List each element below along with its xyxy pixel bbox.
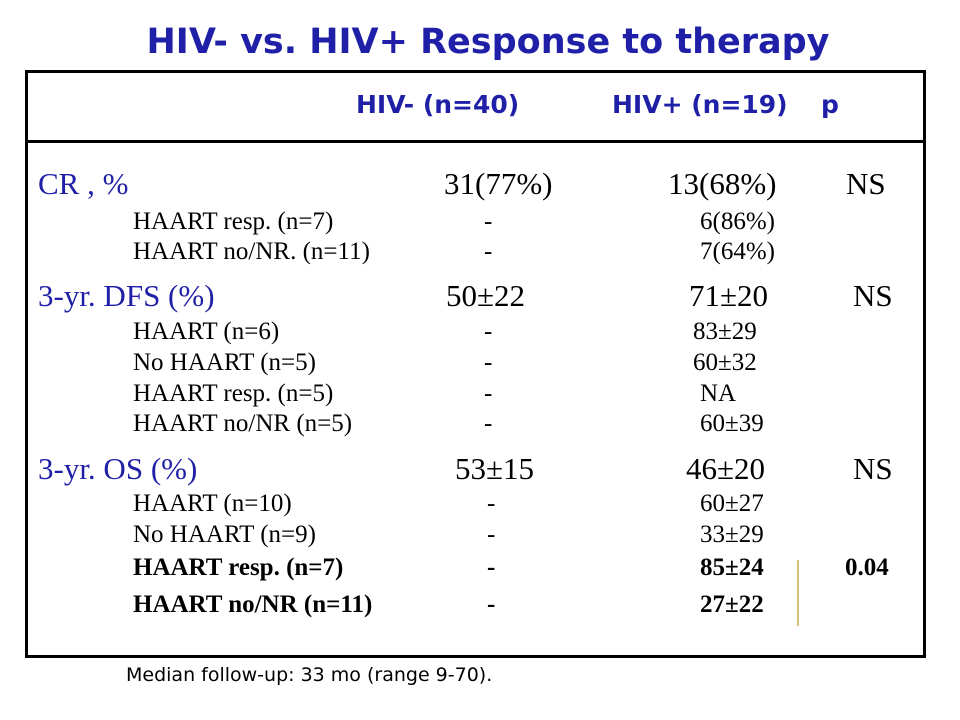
hiv-positive-value: 33±29 — [700, 521, 764, 548]
row-label: HAART (n=10) — [133, 490, 292, 517]
p-value: NS — [853, 278, 893, 313]
header-p-value: p — [821, 90, 839, 119]
hiv-negative-value: 31(77%) — [444, 166, 553, 201]
row-label: HAART no/NR (n=5) — [133, 410, 353, 437]
hiv-negative-value: - — [484, 238, 493, 265]
table-row-dfs: 3-yr. DFS (%) 50±22 71±20 NS — [0, 278, 960, 318]
row-label: HAART resp. (n=7) — [133, 554, 344, 581]
header-divider — [25, 140, 926, 143]
table-row: HAART no/NR. (n=11) - 7(64%) — [0, 238, 960, 268]
page-title: HIV- vs. HIV+ Response to therapy — [146, 22, 830, 62]
row-label: CR , % — [38, 166, 129, 201]
hiv-negative-value: - — [487, 521, 496, 548]
hiv-negative-value: - — [484, 380, 493, 407]
row-label: HAART no/NR (n=11) — [133, 591, 373, 618]
table-row-os: 3-yr. OS (%) 53±15 46±20 NS — [0, 451, 960, 491]
p-value: NS — [853, 451, 893, 486]
hiv-negative-value: - — [484, 410, 493, 437]
footnote: Median follow-up: 33 mo (range 9-70). — [126, 664, 493, 686]
table-row: HAART no/NR (n=5) - 60±39 — [0, 410, 960, 440]
table-row: No HAART (n=9) - 33±29 — [0, 521, 960, 551]
hiv-positive-value: 85±24 — [700, 554, 764, 581]
table-row-highlighted: HAART resp. (n=7) - 85±24 0.04 — [0, 554, 960, 584]
hiv-positive-value: 13(68%) — [668, 166, 777, 201]
table-row: HAART resp. (n=7) - 6(86%) — [0, 208, 960, 238]
row-label: No HAART (n=9) — [133, 521, 316, 548]
hiv-negative-value: 50±22 — [446, 278, 526, 313]
row-label: HAART no/NR. (n=11) — [133, 238, 370, 265]
hiv-positive-value: 60±39 — [700, 410, 764, 437]
hiv-positive-value: 6(86%) — [700, 208, 775, 235]
p-value: 0.04 — [845, 554, 889, 581]
hiv-negative-value: 53±15 — [455, 451, 535, 486]
row-label: HAART resp. (n=7) — [133, 208, 334, 235]
hiv-negative-value: - — [487, 554, 496, 581]
row-label: No HAART (n=5) — [133, 349, 316, 376]
hiv-positive-value: 60±32 — [693, 349, 757, 376]
table-row: HAART resp. (n=5) - NA — [0, 380, 960, 410]
row-label: HAART resp. (n=5) — [133, 380, 334, 407]
row-label: 3-yr. OS (%) — [38, 451, 198, 486]
hiv-positive-value: 7(64%) — [700, 238, 775, 265]
table-row: HAART (n=6) - 83±29 — [0, 318, 960, 348]
p-value: NS — [846, 166, 886, 201]
header-hiv-negative: HIV- (n=40) — [356, 90, 520, 119]
hiv-positive-value: 71±20 — [689, 278, 769, 313]
row-label: HAART (n=6) — [133, 318, 280, 345]
hiv-negative-value: - — [484, 208, 493, 235]
hiv-positive-value: 27±22 — [700, 591, 764, 618]
table-row-highlighted: HAART no/NR (n=11) - 27±22 — [0, 591, 960, 621]
hiv-positive-value: 60±27 — [700, 490, 764, 517]
hiv-negative-value: - — [487, 591, 496, 618]
table-row: HAART (n=10) - 60±27 — [0, 490, 960, 520]
hiv-negative-value: - — [484, 318, 493, 345]
hiv-positive-value: NA — [700, 380, 737, 407]
hiv-negative-value: - — [487, 490, 496, 517]
table-frame — [25, 70, 926, 658]
table-row-cr: CR , % 31(77%) 13(68%) NS — [0, 166, 960, 206]
row-label: 3-yr. DFS (%) — [38, 278, 215, 313]
bracket-line — [797, 560, 799, 626]
table-row: No HAART (n=5) - 60±32 — [0, 349, 960, 379]
hiv-negative-value: - — [484, 349, 493, 376]
hiv-positive-value: 46±20 — [686, 451, 766, 486]
header-hiv-positive: HIV+ (n=19) — [612, 90, 788, 119]
hiv-positive-value: 83±29 — [693, 318, 757, 345]
